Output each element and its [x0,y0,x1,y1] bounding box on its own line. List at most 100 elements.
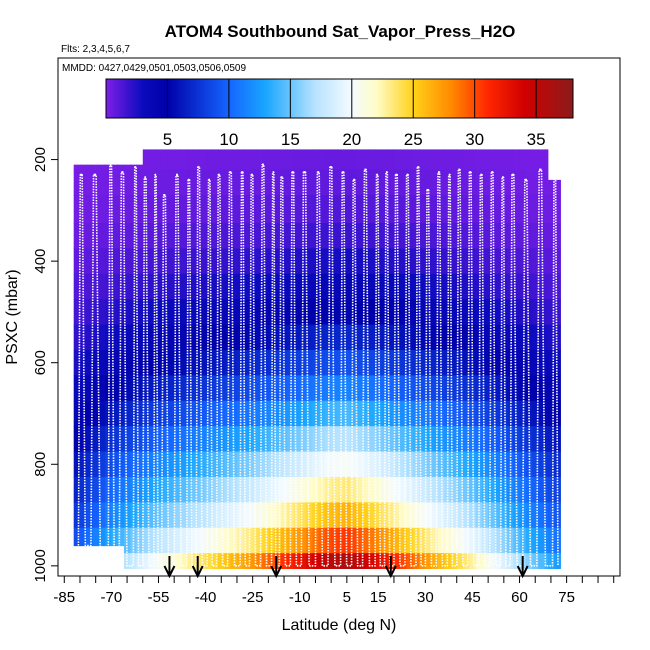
heatmap-cell [111,451,119,478]
heatmap-cell [174,169,182,196]
heatmap-cell [180,527,188,554]
heatmap-cell [274,248,282,275]
heatmap-cell [450,476,458,503]
heatmap-cell [205,553,213,569]
heatmap-cell [437,400,445,427]
heatmap-cell [368,476,376,503]
heatmap-cell [105,451,112,478]
heatmap-cell [161,324,169,351]
heatmap-cell [331,248,339,275]
heatmap-cell [312,299,320,326]
heatmap-cell [218,273,226,300]
heatmap-cell [500,223,508,250]
heatmap-cell [463,451,470,478]
heatmap-cell [349,324,357,351]
heatmap-cell [544,553,549,569]
heatmap-cell [456,223,464,250]
heatmap-cell [368,350,376,377]
heatmap-cell [73,375,81,402]
heatmap-cell [155,451,163,478]
heatmap-cell [362,350,370,377]
heatmap-cell [136,164,144,171]
heatmap-cell [73,426,81,453]
heatmap-cell [494,527,502,554]
heatmap-cell [155,195,163,224]
heatmap-cell [488,324,496,351]
heatmap-cell [463,169,470,196]
heatmap-cell [312,169,320,196]
x-tick-label: -85 [53,589,75,606]
heatmap-cell [387,350,395,377]
heatmap-cell [180,273,188,300]
heatmap-cell [243,169,251,196]
heatmap-cell [444,502,452,529]
heatmap-cell [199,350,207,377]
heatmap-cell [475,169,483,196]
heatmap-cell [437,169,445,196]
heatmap-cell [337,350,345,377]
heatmap-cell [280,527,288,554]
heatmap-cell [456,527,464,554]
heatmap-cell [243,195,251,224]
heatmap-cell [463,375,470,402]
heatmap-cell [193,223,200,250]
heatmap-cell [513,169,521,196]
heatmap-cell [293,476,301,503]
heatmap-cell [312,149,320,171]
heatmap-cell [167,299,175,326]
heatmap-cell [255,451,263,478]
heatmap-cell [230,553,238,569]
heatmap-cell [469,169,477,196]
heatmap-cell [293,350,301,377]
heatmap-cell [136,324,144,351]
heatmap-cell [111,195,119,224]
heatmap-cell [532,426,539,453]
heatmap-cell [463,400,470,427]
dates-note: MMDD: 0427,0429,0501,0503,0506,0509 [62,63,246,74]
heatmap-cell [280,195,288,224]
y-tick-label: 400 [32,249,49,274]
heatmap-cell [180,502,188,529]
heatmap-cell [532,527,539,554]
heatmap-cell [186,451,194,478]
heatmap-cell [412,223,420,250]
heatmap-cell [544,527,549,554]
heatmap-cell [393,426,401,453]
heatmap-cell [318,502,326,529]
heatmap-cell [431,248,439,275]
heatmap-cell [293,248,301,275]
heatmap-cell [230,169,238,196]
heatmap-cell [230,350,238,377]
heatmap-cell [243,426,251,453]
heatmap-cell [544,502,549,529]
heatmap-cell [525,195,533,224]
heatmap-cell [456,195,464,224]
heatmap-cell [547,553,555,569]
heatmap-cell [456,149,464,171]
heatmap-cell [280,169,288,196]
heatmap-cell [274,273,282,300]
heatmap-cell [419,273,426,300]
heatmap-cell [406,223,414,250]
heatmap-cell [280,350,288,377]
heatmap-cell [306,248,313,275]
heatmap-cell [111,426,119,453]
heatmap-cell [262,273,269,300]
heatmap-cell [463,273,470,300]
x-axis: -85 -70 -55 -40 -25 -10 5 15 30 45 60 75 [53,576,615,606]
heatmap-cell [149,248,156,275]
heatmap-cell [456,451,464,478]
heatmap-cell [193,476,200,503]
heatmap-cell [180,223,188,250]
heatmap-cell [431,502,439,529]
flights-note: Flts: 2,3,4,5,6,7 [61,44,130,55]
heatmap-cell [293,502,301,529]
heatmap-cell [255,299,263,326]
heatmap-cell [463,350,470,377]
heatmap-cell [368,273,376,300]
heatmap-cell [211,324,219,351]
heatmap-cell [92,169,100,196]
heatmap-cell [174,350,182,377]
heatmap-cell [136,195,144,224]
heatmap-cell [324,350,332,377]
